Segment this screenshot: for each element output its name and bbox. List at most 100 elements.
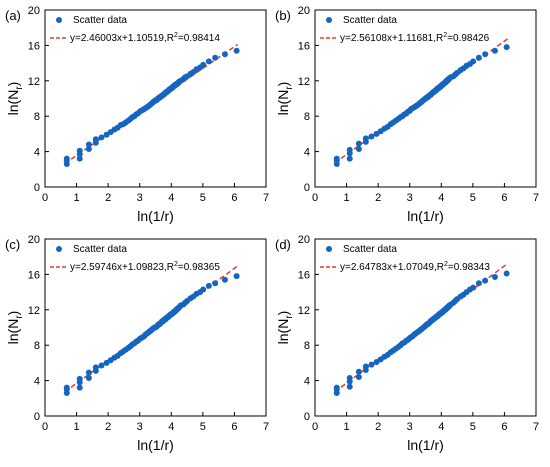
x-tick-label: 3 <box>407 192 413 204</box>
legend-marker-scatter <box>326 246 332 252</box>
scatter-point <box>200 61 207 68</box>
y-tick-label: 12 <box>298 305 310 317</box>
legend-label-scatter: Scatter data <box>343 15 397 26</box>
legend-marker-scatter <box>326 17 332 23</box>
x-tick-label: 1 <box>344 192 350 204</box>
fit-equation-superscript: 2 <box>443 32 447 39</box>
y-tick-label: 0 <box>34 411 40 423</box>
scatter-point <box>233 47 240 54</box>
scatter-point <box>355 368 362 375</box>
legend-label-scatter: Scatter data <box>73 244 127 255</box>
scatter-point <box>85 369 92 376</box>
scatter-point <box>333 384 340 391</box>
y-tick-label: 4 <box>304 147 310 159</box>
panel-label: (b) <box>275 8 291 23</box>
y-axis-label: ln(Nr) <box>275 311 295 345</box>
legend-label-fit: y=2.59746x+1.09823,R2=0.98365 <box>70 261 220 273</box>
scatter-point <box>98 362 105 369</box>
scatter-point <box>333 155 340 162</box>
y-axis-label: ln(Nr) <box>5 82 25 116</box>
y-tick-label: 4 <box>34 147 40 159</box>
scatter-point <box>491 47 498 54</box>
plot-frame <box>314 9 537 188</box>
scatter-point <box>76 147 83 154</box>
y-tick-label: 0 <box>304 182 310 194</box>
y-axis-label-main: ln(N <box>275 90 291 116</box>
y-tick-label: 12 <box>28 305 40 317</box>
panel-label: (d) <box>275 237 291 252</box>
scatter-point <box>76 155 83 162</box>
scatter-point <box>355 140 362 147</box>
scatter-point <box>355 145 362 152</box>
scatter-point <box>346 146 353 153</box>
fit-equation-superscript: 2 <box>174 261 178 268</box>
x-tick-label: 0 <box>312 192 318 204</box>
y-axis-label-main: ln(N <box>5 90 21 116</box>
fit-equation-end: =0.98414 <box>178 33 220 44</box>
x-axis-label: ln(1/r) <box>137 208 174 224</box>
x-tick-label: 0 <box>312 421 318 433</box>
x-tick-label: 7 <box>533 192 539 204</box>
y-tick-label: 16 <box>298 269 310 281</box>
x-tick-label: 3 <box>137 192 143 204</box>
y-tick-label: 4 <box>34 376 40 388</box>
x-tick-label: 3 <box>137 421 143 433</box>
scatter-point <box>475 280 482 287</box>
x-tick-label: 6 <box>501 421 507 433</box>
scatter-point <box>221 51 228 58</box>
legend-label-fit: y=2.46003x+1.10519,R2=0.98414 <box>70 32 220 44</box>
fit-equation-superscript: 2 <box>174 32 178 39</box>
x-tick-label: 0 <box>42 421 48 433</box>
plot-frame <box>44 9 267 188</box>
scatter-point <box>200 286 207 293</box>
y-axis-label-main: ln(N <box>5 319 21 345</box>
x-tick-label: 5 <box>200 421 206 433</box>
scatter-point <box>503 270 510 277</box>
x-tick-label: 2 <box>105 421 111 433</box>
scatter-point <box>355 374 362 381</box>
scatter-point <box>76 375 83 382</box>
scatter-point <box>482 51 489 58</box>
scatter-point <box>212 280 219 287</box>
scatter-point <box>470 58 477 65</box>
scatter-point <box>92 364 99 371</box>
legend-label-fit: y=2.64783x+1.07049,R2=0.98343 <box>340 261 490 273</box>
scatter-point <box>63 155 70 162</box>
y-tick-label: 20 <box>298 234 310 246</box>
scatter-point <box>92 136 99 143</box>
scatter-point <box>205 282 212 289</box>
x-tick-label: 2 <box>375 421 381 433</box>
y-tick-label: 16 <box>28 40 40 52</box>
x-tick-label: 3 <box>407 421 413 433</box>
scatter-point <box>76 384 83 391</box>
scatter-point <box>233 273 240 280</box>
scatter-point <box>475 54 482 61</box>
y-tick-label: 8 <box>34 340 40 352</box>
x-tick-label: 6 <box>501 192 507 204</box>
fit-equation-main: y=2.46003x+1.10519,R <box>70 33 174 44</box>
x-tick-label: 7 <box>263 192 269 204</box>
y-axis-label-main: ln(N <box>275 319 291 345</box>
y-axis-label-subscript: r <box>14 86 25 90</box>
x-axis-label: ln(1/r) <box>407 208 444 224</box>
x-tick-label: 5 <box>200 192 206 204</box>
y-axis-label: ln(Nr) <box>5 311 25 345</box>
x-tick-label: 0 <box>42 192 48 204</box>
fit-equation-main: y=2.64783x+1.07049,R <box>340 262 444 273</box>
y-tick-label: 20 <box>28 234 40 246</box>
scatter-point <box>85 374 92 381</box>
x-tick-label: 5 <box>470 192 476 204</box>
y-axis-label-close: ) <box>5 82 21 87</box>
panel-label: (c) <box>5 237 20 252</box>
x-tick-label: 7 <box>263 421 269 433</box>
y-tick-label: 12 <box>298 76 310 88</box>
x-tick-label: 6 <box>231 192 237 204</box>
y-tick-label: 8 <box>34 111 40 123</box>
y-axis-label-subscript: r <box>14 315 25 319</box>
x-axis-label: ln(1/r) <box>407 437 444 453</box>
scatter-point <box>346 383 353 390</box>
